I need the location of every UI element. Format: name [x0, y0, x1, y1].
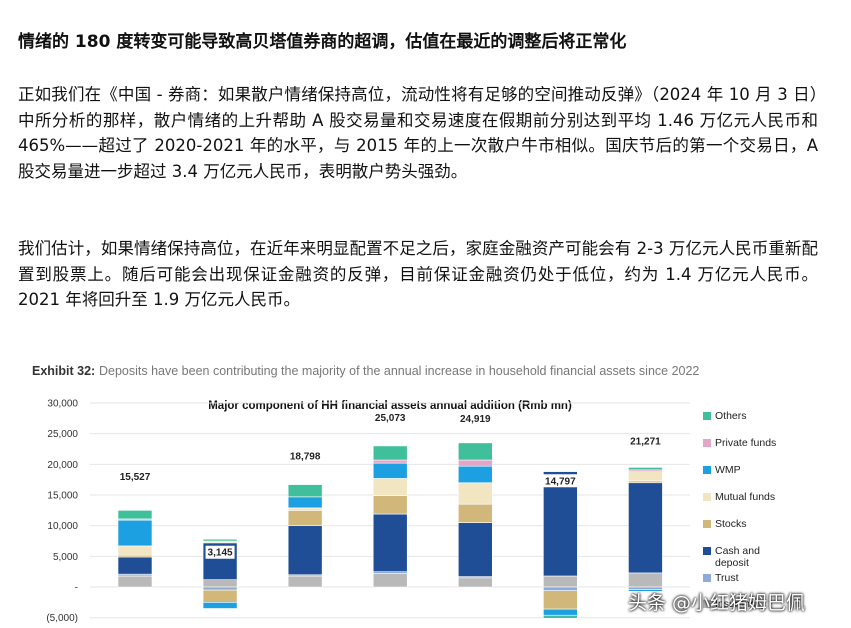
- watermark: 头条 @小红猪姆巴佩: [628, 592, 806, 614]
- bar-segment: [287, 575, 323, 588]
- y-tick-label: 20,000: [47, 460, 78, 471]
- bar-segment: [543, 471, 578, 577]
- legend-swatch: [703, 493, 711, 501]
- exhibit-label: Exhibit 32:: [32, 364, 95, 378]
- total-label: 18,798: [287, 449, 323, 463]
- y-tick-label: 25,000: [47, 429, 78, 440]
- total-label-bg: [628, 434, 663, 448]
- bar-segment: [287, 484, 323, 498]
- bar-segment: [628, 471, 663, 482]
- legend-swatch: [703, 600, 711, 608]
- paragraph: 正如我们在《中国 - 券商：如果散户情绪保持高位，流动性将有足够的空间推动反弹》…: [18, 85, 818, 181]
- bar-segment: [372, 462, 408, 479]
- bar-segment: [457, 482, 493, 505]
- legend-label: Insurance: [715, 598, 762, 610]
- bar-segment: [628, 589, 663, 592]
- paragraph: 我们估计，如果情绪保持高位，在近年来明显配置不足之后，家庭金融资产可能会有 2-…: [18, 239, 818, 310]
- legend-swatch: [703, 412, 711, 420]
- bar-segment: [628, 467, 663, 471]
- y-tick-label: -: [75, 583, 78, 594]
- total-label: 14,797: [543, 474, 578, 488]
- chart: Exhibit 32: Deposits have been contribut…: [32, 364, 699, 624]
- bar-segment: [202, 579, 238, 588]
- legend-swatch: [703, 574, 711, 582]
- total-label-text: 24,919: [460, 414, 491, 425]
- bar-segment: [457, 442, 493, 461]
- y-tick-label: 5,000: [53, 552, 78, 563]
- bar-segment: [117, 510, 153, 520]
- total-label-text: 14,797: [545, 476, 576, 487]
- bar-segment: [202, 586, 238, 591]
- bar-segment: [543, 614, 578, 619]
- bar-segment: [372, 495, 408, 515]
- bar-segment: [457, 503, 493, 523]
- total-label-bg: [457, 412, 493, 426]
- total-label-bg: [543, 474, 578, 488]
- bar-segment: [543, 575, 578, 588]
- bar-segment: [543, 470, 578, 473]
- total-label: 25,073: [372, 411, 408, 425]
- bar-segment: [117, 556, 153, 575]
- legend-swatch: [703, 547, 711, 555]
- bar-segment: [372, 478, 408, 496]
- legend-swatch: [703, 439, 711, 447]
- y-tick-label: 10,000: [47, 521, 78, 532]
- bar-segment: [117, 519, 153, 547]
- bar-segment: [117, 575, 153, 588]
- bar-segment: [628, 572, 663, 588]
- bar-segment: [287, 496, 323, 509]
- bar-segment: [202, 538, 238, 542]
- bar-segment: [457, 465, 493, 484]
- total-label-text: 25,073: [375, 413, 406, 424]
- total-label-text: 15,527: [120, 472, 151, 483]
- total-label-text: 3,145: [208, 548, 233, 559]
- total-label-bg: [205, 545, 235, 559]
- legend-label: Cash and deposit: [715, 545, 760, 569]
- y-tick-label: 30,000: [47, 399, 78, 410]
- legend-label: Others: [715, 410, 747, 422]
- total-label: 24,919: [457, 412, 493, 426]
- bar-segment: [457, 459, 493, 467]
- bar-segment: [117, 545, 153, 556]
- total-label: 21,271: [628, 434, 663, 448]
- chart-title: Major component of HH financial assets a…: [208, 400, 572, 412]
- bar-segment: [202, 602, 238, 609]
- total-label-bg: [287, 449, 323, 463]
- legend-label: WMP: [715, 464, 741, 476]
- total-label-bg: [372, 411, 408, 425]
- bar-segment: [287, 507, 323, 511]
- bar-segment: [543, 608, 578, 616]
- bar-segment: [372, 459, 408, 464]
- bar-segment: [372, 573, 408, 588]
- bar-segment: [372, 445, 408, 461]
- bar-segment: [457, 522, 493, 577]
- legend-swatch: [703, 520, 711, 528]
- legend-label: Mutual funds: [715, 491, 776, 503]
- bar-segment: [543, 590, 578, 610]
- exhibit-title: Deposits have been contributing the majo…: [99, 364, 699, 378]
- total-label-bg: [117, 469, 153, 483]
- legend-label: Trust: [715, 572, 739, 584]
- bar-segment: [543, 586, 578, 592]
- total-label: 15,527: [117, 469, 153, 483]
- bar-segment: [202, 589, 238, 603]
- legend-label: Private funds: [715, 437, 777, 449]
- total-label-text: 18,798: [290, 452, 321, 463]
- total-label: 3,145: [205, 545, 235, 559]
- legend-swatch: [703, 466, 711, 474]
- legend-label: Stocks: [715, 518, 747, 530]
- y-tick-label: (5,000): [46, 613, 78, 624]
- y-tick-label: 15,000: [47, 491, 78, 502]
- heading: 情绪的 180 度转变可能导致高贝塔值券商的超调，估值在最近的调整后将正常化: [18, 32, 627, 52]
- bar-segment: [457, 577, 493, 588]
- bar-segment: [372, 513, 408, 572]
- bar-segment: [628, 482, 663, 574]
- bar-segment: [287, 510, 323, 526]
- bar-segment: [287, 525, 323, 576]
- total-label-text: 21,271: [630, 437, 661, 448]
